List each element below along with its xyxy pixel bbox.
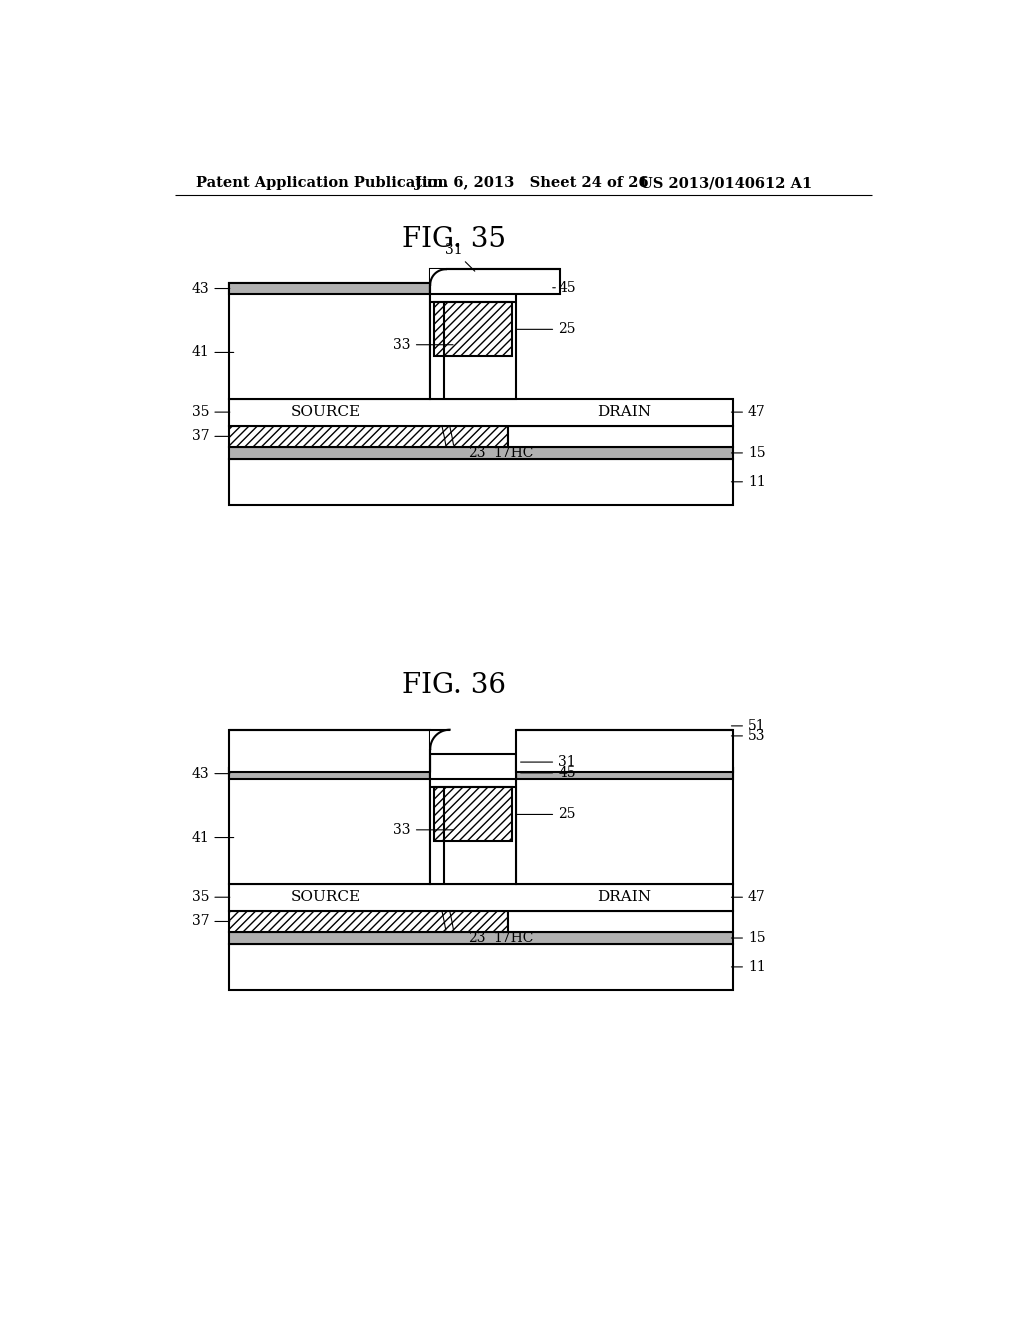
Text: 43: 43: [191, 281, 229, 296]
Text: Jun. 6, 2013   Sheet 24 of 26: Jun. 6, 2013 Sheet 24 of 26: [415, 176, 648, 190]
Text: 47: 47: [731, 405, 766, 420]
Bar: [515, 730, 732, 772]
Text: 11: 11: [731, 960, 766, 974]
Text: 15: 15: [731, 446, 766, 459]
Bar: [508, 911, 732, 932]
Bar: [430, 730, 450, 748]
Text: 45: 45: [520, 766, 575, 780]
Text: 53: 53: [731, 729, 766, 743]
Text: FIG. 36: FIG. 36: [401, 672, 506, 700]
Bar: [430, 284, 515, 399]
Text: 37: 37: [191, 429, 229, 444]
Text: 47: 47: [731, 890, 766, 904]
Bar: [228, 884, 732, 911]
Bar: [228, 932, 732, 944]
Bar: [228, 399, 732, 425]
Text: DRAIN: DRAIN: [597, 405, 651, 420]
Bar: [228, 730, 430, 772]
Text: 25: 25: [516, 322, 575, 337]
Text: 37: 37: [191, 915, 229, 928]
Text: 31: 31: [520, 755, 575, 770]
Text: 35: 35: [191, 890, 229, 904]
Text: DRAIN: DRAIN: [597, 890, 651, 904]
Bar: [228, 768, 430, 884]
Text: 41: 41: [191, 830, 233, 845]
Text: 31: 31: [444, 243, 475, 271]
Bar: [228, 911, 508, 932]
Bar: [228, 284, 430, 399]
Bar: [515, 768, 732, 779]
Bar: [228, 459, 732, 506]
Text: SOURCE: SOURCE: [291, 405, 360, 420]
Bar: [228, 447, 732, 459]
Text: 45: 45: [553, 281, 575, 294]
Text: 41: 41: [191, 346, 233, 359]
Bar: [228, 768, 430, 779]
Text: 15: 15: [731, 931, 766, 945]
Bar: [508, 425, 732, 447]
Bar: [430, 269, 445, 285]
Text: 33: 33: [393, 822, 453, 837]
Bar: [434, 302, 512, 356]
Bar: [430, 755, 515, 779]
Bar: [430, 269, 560, 294]
Bar: [434, 788, 512, 841]
Text: FIG. 35: FIG. 35: [401, 226, 506, 252]
Bar: [228, 425, 508, 447]
Text: 17HC: 17HC: [494, 446, 535, 461]
Text: US 2013/0140612 A1: US 2013/0140612 A1: [640, 176, 812, 190]
Text: 23: 23: [468, 932, 485, 945]
Text: Patent Application Publication: Patent Application Publication: [197, 176, 449, 190]
Text: 11: 11: [731, 475, 766, 488]
Text: 23: 23: [468, 446, 485, 461]
Text: 25: 25: [516, 808, 575, 821]
Bar: [515, 768, 732, 884]
Bar: [228, 944, 732, 990]
Text: 17HC: 17HC: [494, 932, 535, 945]
Text: SOURCE: SOURCE: [291, 890, 360, 904]
Text: 35: 35: [191, 405, 229, 420]
Bar: [228, 284, 430, 294]
Text: 43: 43: [191, 767, 229, 780]
Text: 33: 33: [393, 338, 453, 351]
Bar: [430, 768, 515, 884]
Text: 51: 51: [731, 719, 766, 733]
